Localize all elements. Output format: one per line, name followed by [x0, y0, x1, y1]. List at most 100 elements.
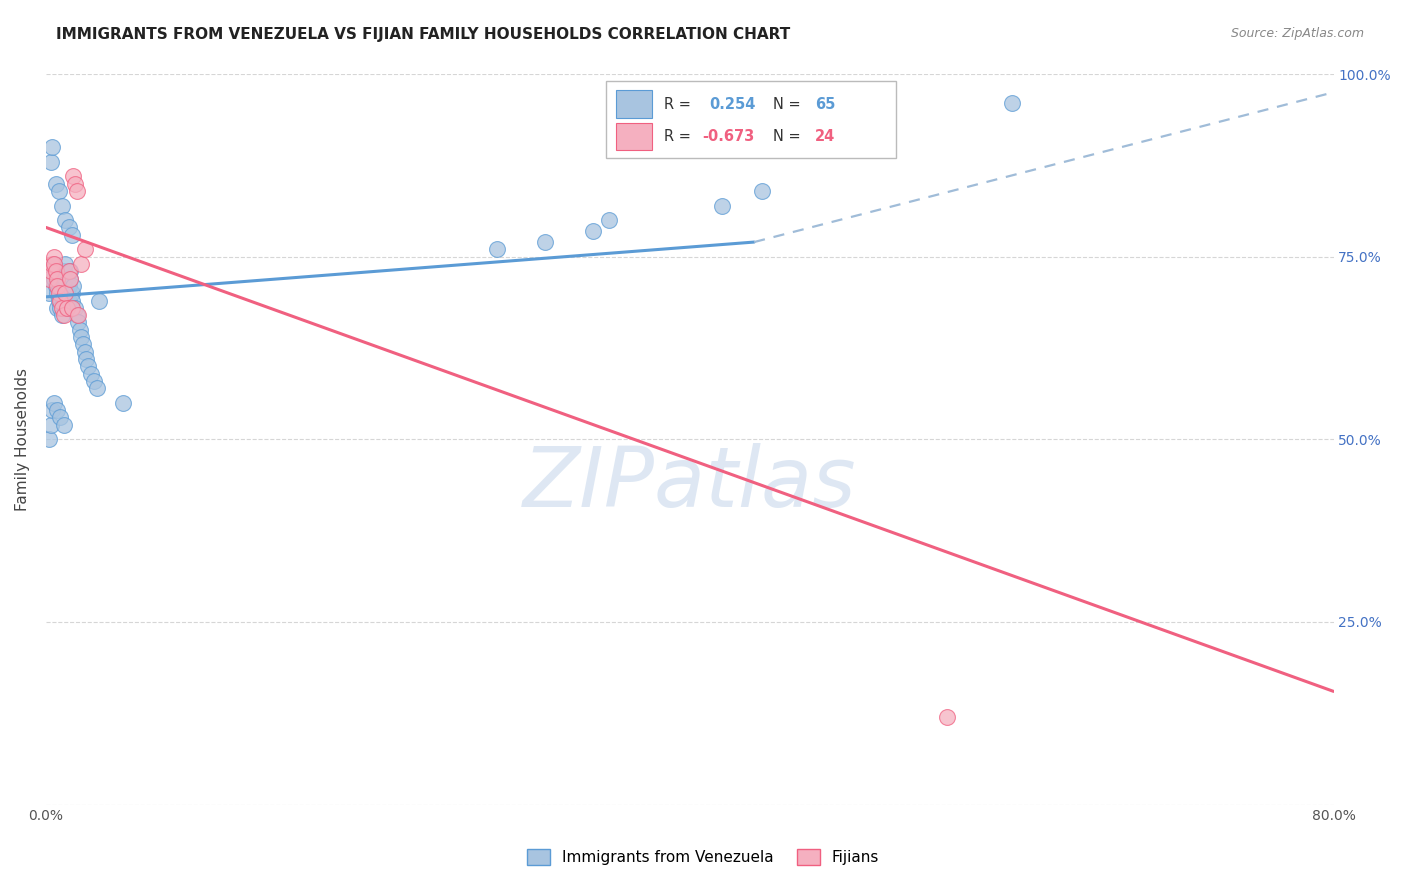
Point: [59, 264, 82, 278]
Point: [60, 301, 83, 315]
Point: [51, 198, 73, 212]
Text: 0.254: 0.254: [709, 97, 755, 112]
Point: [41, 403, 63, 417]
Point: [56, 301, 79, 315]
Point: [51, 271, 73, 285]
Point: [39, 264, 62, 278]
Point: [42, 250, 65, 264]
Point: [52, 308, 75, 322]
Text: ZIPatlas: ZIPatlas: [523, 442, 856, 524]
Point: [598, 213, 620, 227]
Point: [46, 301, 69, 315]
Point: [59, 271, 82, 285]
Point: [58, 220, 80, 235]
Point: [39, 417, 62, 432]
Point: [534, 235, 557, 249]
Point: [59, 271, 82, 285]
Point: [62, 279, 84, 293]
Text: 65: 65: [814, 97, 835, 112]
Point: [56, 301, 79, 315]
FancyBboxPatch shape: [606, 81, 896, 158]
Point: [52, 264, 75, 278]
Point: [63, 177, 86, 191]
Point: [39, 271, 62, 285]
Point: [51, 308, 73, 322]
Point: [38, 286, 60, 301]
Point: [41, 264, 63, 278]
Point: [41, 257, 63, 271]
Point: [65, 184, 87, 198]
Point: [41, 140, 63, 154]
Point: [48, 286, 70, 301]
Point: [58, 264, 80, 278]
Point: [46, 286, 69, 301]
Point: [45, 264, 67, 278]
Point: [46, 271, 69, 285]
Point: [60, 286, 83, 301]
Point: [83, 374, 105, 388]
Point: [62, 169, 84, 184]
Point: [86, 381, 108, 395]
Point: [112, 396, 135, 410]
Point: [45, 177, 67, 191]
Point: [485, 243, 508, 257]
Text: 24: 24: [814, 129, 835, 145]
Point: [49, 293, 72, 308]
Text: Source: ZipAtlas.com: Source: ZipAtlas.com: [1230, 27, 1364, 40]
Point: [65, 308, 87, 322]
Point: [73, 344, 96, 359]
Point: [53, 257, 76, 271]
FancyBboxPatch shape: [616, 90, 652, 119]
Point: [42, 396, 65, 410]
Point: [38, 433, 60, 447]
Point: [67, 308, 90, 322]
Point: [60, 227, 83, 242]
Text: R =: R =: [664, 129, 696, 145]
Point: [58, 279, 80, 293]
Text: IMMIGRANTS FROM VENEZUELA VS FIJIAN FAMILY HOUSEHOLDS CORRELATION CHART: IMMIGRANTS FROM VENEZUELA VS FIJIAN FAMI…: [56, 27, 790, 42]
Point: [70, 257, 93, 271]
Point: [38, 271, 60, 285]
Point: [45, 264, 67, 278]
Y-axis label: Family Households: Family Households: [15, 368, 30, 511]
Point: [80, 367, 103, 381]
Point: [60, 293, 83, 308]
Point: [67, 315, 90, 329]
Point: [751, 184, 773, 198]
Point: [73, 243, 96, 257]
Point: [53, 271, 76, 285]
Point: [53, 286, 76, 301]
Point: [52, 417, 75, 432]
Point: [48, 184, 70, 198]
Point: [58, 293, 80, 308]
Text: -0.673: -0.673: [703, 129, 755, 145]
Point: [72, 337, 94, 351]
Point: [45, 279, 67, 293]
Legend: Immigrants from Venezuela, Fijians: Immigrants from Venezuela, Fijians: [520, 843, 886, 871]
Point: [76, 359, 98, 374]
Point: [63, 301, 86, 315]
Point: [53, 213, 76, 227]
Point: [710, 198, 733, 212]
Point: [56, 286, 79, 301]
Text: N =: N =: [773, 97, 806, 112]
Point: [51, 301, 73, 315]
Point: [48, 293, 70, 308]
Point: [48, 279, 70, 293]
Point: [42, 271, 65, 285]
Point: [49, 271, 72, 285]
Point: [46, 279, 69, 293]
Point: [1001, 96, 1024, 111]
Point: [49, 410, 72, 425]
FancyBboxPatch shape: [616, 123, 652, 151]
Point: [42, 257, 65, 271]
Point: [49, 301, 72, 315]
Text: R =: R =: [664, 97, 696, 112]
Point: [42, 257, 65, 271]
Point: [936, 710, 959, 724]
Point: [75, 351, 97, 366]
Text: N =: N =: [773, 129, 806, 145]
Point: [70, 330, 93, 344]
Point: [52, 279, 75, 293]
Point: [69, 323, 91, 337]
